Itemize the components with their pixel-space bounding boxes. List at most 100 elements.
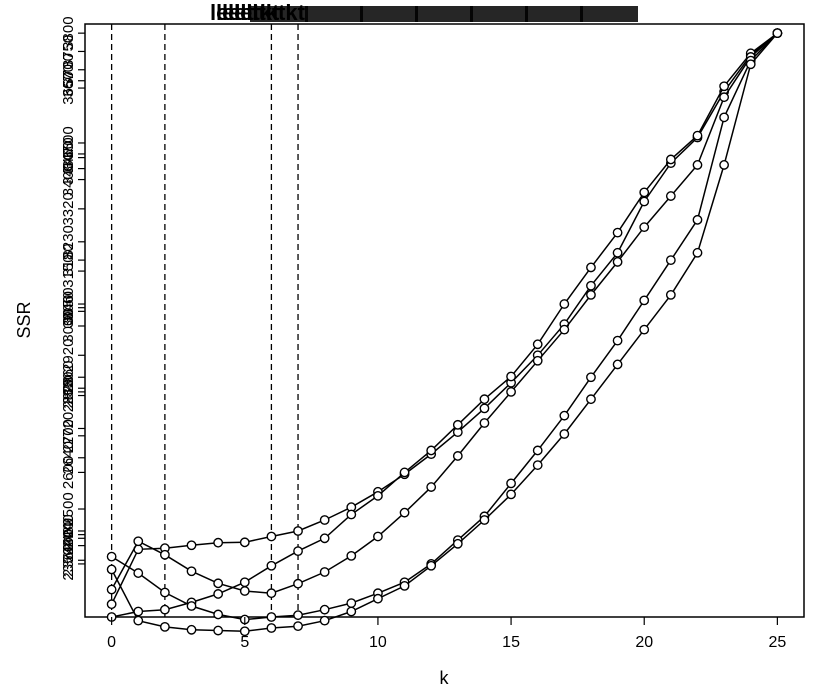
y-tick-label: 3750 <box>60 35 77 68</box>
data-point <box>346 509 357 520</box>
x-axis: 0 5 10 15 20 25 <box>107 617 786 651</box>
y-tick-label: 3430 <box>60 152 77 185</box>
data-point <box>319 567 330 577</box>
y-tick-label: 2430 <box>60 518 77 551</box>
y-tick-label: 2600 <box>60 456 77 489</box>
data-point <box>692 247 703 258</box>
data-point <box>586 262 596 273</box>
title-stack: lelelleltleltktleltktkt <box>210 0 638 25</box>
y-tick-label: 2720 <box>60 412 77 445</box>
x-axis-label: k <box>440 668 450 688</box>
title-overlap-block <box>415 6 473 22</box>
x-tick-label: 25 <box>768 634 786 651</box>
data-point <box>612 257 623 267</box>
data-point <box>506 386 516 397</box>
data-point <box>532 355 543 366</box>
y-tick-label: 2810 <box>60 379 77 412</box>
series-line <box>111 32 778 618</box>
y-tick-label: 3650 <box>60 71 77 104</box>
data-point <box>426 445 437 456</box>
y-tick-label: 3460 <box>60 141 77 174</box>
data-point <box>665 255 676 266</box>
data-point <box>346 606 357 617</box>
x-tick-label: 15 <box>502 634 520 651</box>
data-point <box>426 482 437 492</box>
data-point <box>186 624 197 635</box>
data-point <box>133 568 144 578</box>
data-point <box>213 578 224 589</box>
data-point <box>106 551 117 562</box>
data-point <box>319 533 330 544</box>
y-tick-label: 2400 <box>60 529 77 562</box>
y-tick-label: 3180 <box>60 243 77 276</box>
data-point <box>426 560 437 571</box>
vertical-reference-lines <box>110 24 299 617</box>
data-point <box>586 372 596 383</box>
data-point <box>106 599 117 610</box>
data-point <box>293 526 303 536</box>
y-tick-label: 2830 <box>60 372 77 405</box>
data-point <box>559 299 570 309</box>
data-point <box>612 359 623 370</box>
data-point <box>159 621 170 632</box>
series-line <box>111 32 778 621</box>
y-tick-label: 2860 <box>60 361 77 394</box>
y-tick-label: 3700 <box>60 53 77 86</box>
data-point <box>506 489 516 500</box>
data-point <box>452 538 463 549</box>
data-point <box>479 418 490 428</box>
y-tick-label: 2350 <box>60 547 77 580</box>
series-line <box>110 32 778 594</box>
data-point <box>266 560 277 571</box>
title-fragment: lel <box>216 0 240 25</box>
y-axis-label: SSR <box>14 301 34 338</box>
data-point <box>559 410 570 421</box>
y-tick-label: 2700 <box>60 419 77 452</box>
y-tick-label: 3470 <box>60 137 77 170</box>
y-tick-label: 2360 <box>60 544 77 577</box>
data-point <box>399 467 410 478</box>
data-point <box>452 419 463 430</box>
data-point <box>133 615 144 626</box>
data-point <box>293 546 303 557</box>
data-point <box>186 540 197 551</box>
y-tick-label: 2500 <box>60 492 77 525</box>
data-point <box>266 612 277 622</box>
data-point <box>719 92 730 103</box>
plot-frame <box>84 23 805 618</box>
data-point <box>399 580 410 591</box>
data-point <box>719 81 730 92</box>
data-point <box>612 335 623 346</box>
y-tick-label: 2440 <box>60 514 77 547</box>
data-point <box>106 564 117 575</box>
title-overlap-block <box>580 6 638 22</box>
y-tick-label: 2920 <box>60 339 77 372</box>
data-point <box>373 593 383 604</box>
y-tick-label: 3320 <box>60 192 77 225</box>
data-point <box>586 289 596 300</box>
y-tick-label: 3150 <box>60 254 77 287</box>
data-point <box>506 478 516 489</box>
data-point <box>665 289 676 300</box>
data-point <box>479 515 490 525</box>
y-tick-label: 2640 <box>60 441 77 474</box>
data-point <box>692 130 703 141</box>
data-point <box>106 584 117 595</box>
data-point <box>346 550 357 561</box>
series-layer <box>106 28 783 637</box>
data-point <box>586 280 596 291</box>
x-tick-label: 10 <box>369 634 387 651</box>
data-point <box>639 324 650 335</box>
data-point <box>186 601 197 611</box>
y-tick-label: 3060 <box>60 287 77 320</box>
data-point <box>213 625 224 636</box>
y-tick-label: 3500 <box>60 126 77 159</box>
data-point <box>612 247 623 258</box>
y-tick-label: 3670 <box>60 64 77 97</box>
data-point <box>745 59 756 70</box>
series-line <box>110 32 778 605</box>
data-point <box>665 154 676 165</box>
data-point <box>639 295 650 306</box>
